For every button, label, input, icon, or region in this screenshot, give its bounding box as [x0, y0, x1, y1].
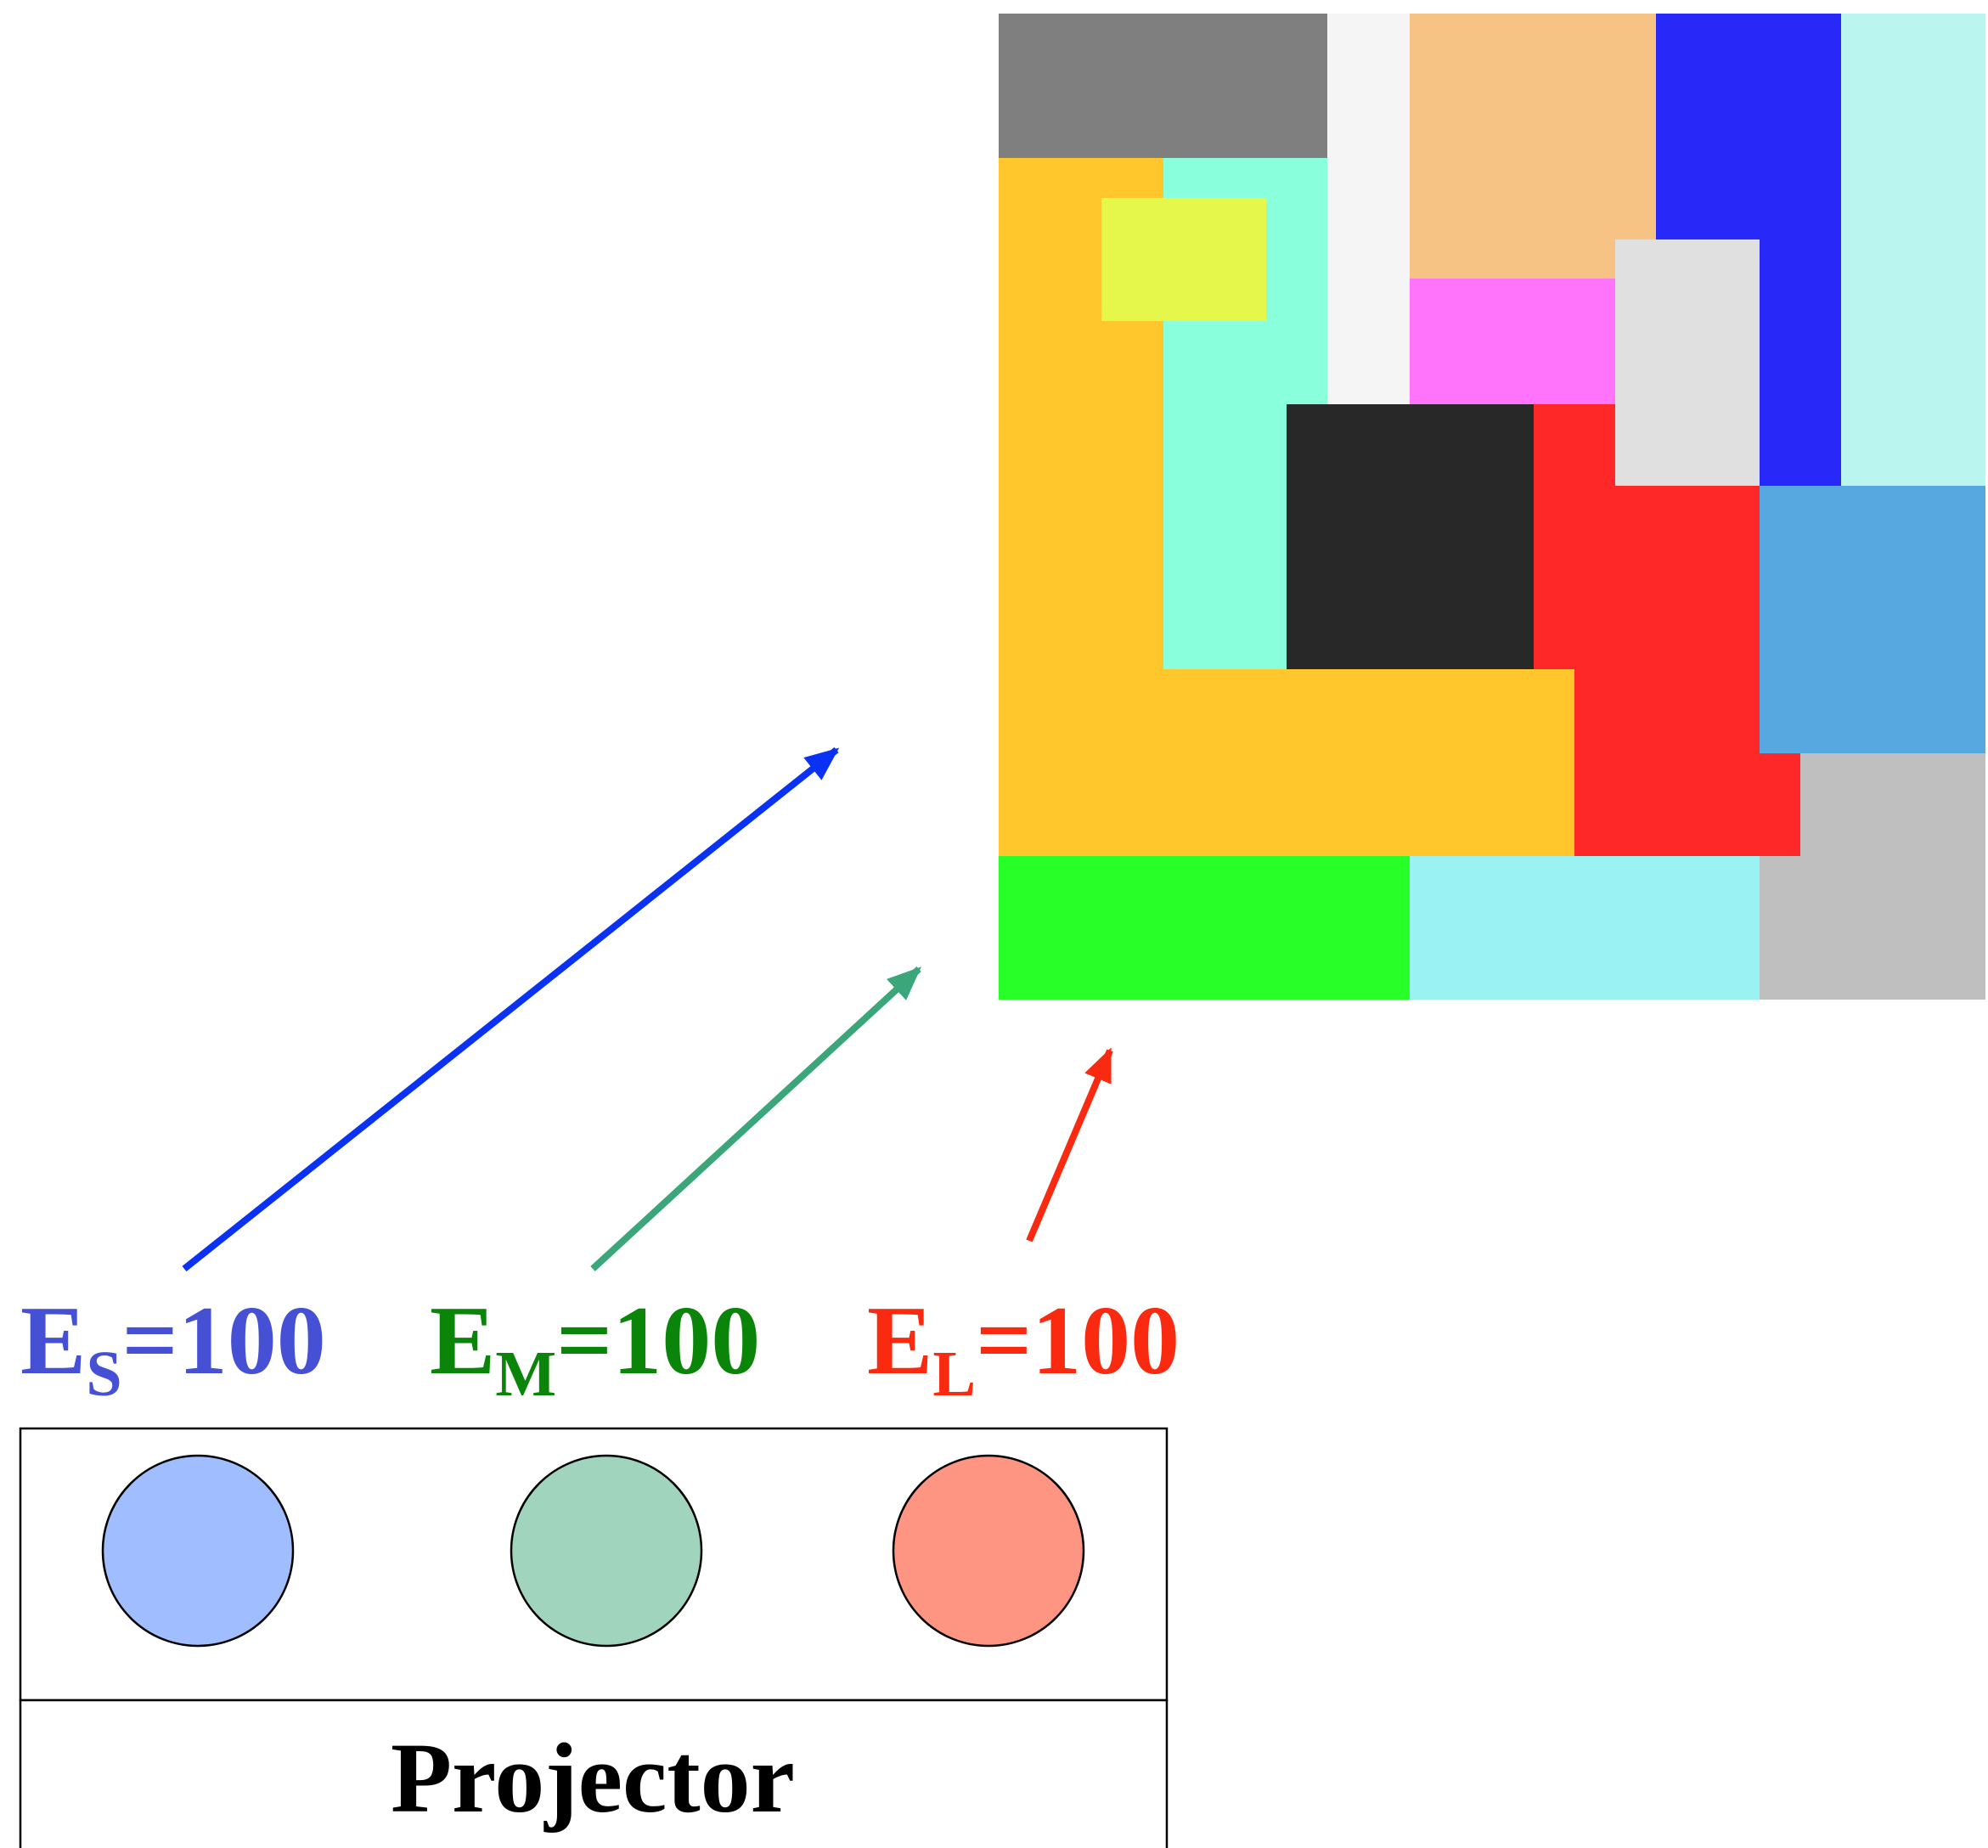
patch-gray-dark — [999, 14, 1327, 158]
patch-silver — [1800, 753, 1985, 1000]
long-wavelength-lamp — [892, 1454, 1085, 1648]
patch-magenta — [1410, 279, 1615, 404]
patch-red-upper — [1534, 404, 1615, 669]
patch-white — [1327, 14, 1410, 404]
medium-wavelength-lamp — [510, 1454, 703, 1648]
long-arrow — [1026, 1047, 1113, 1242]
patch-orange-bottom — [1163, 669, 1574, 856]
projector-body — [19, 1699, 1169, 1848]
medium-arrow — [590, 966, 921, 1271]
patch-pale-cyan — [1841, 14, 1985, 486]
patch-steel-blue — [1760, 486, 1985, 753]
projector: Projector — [19, 1427, 1169, 1848]
patch-red-mid — [1615, 486, 1760, 669]
patch-black — [1287, 404, 1534, 669]
patch-light-gray — [1615, 239, 1760, 486]
patch-silver-lower — [1760, 856, 1800, 1000]
label-medium: EM=100 — [430, 1287, 760, 1410]
label-long: EL=100 — [867, 1287, 1180, 1410]
projector-label: Projector — [391, 1722, 795, 1834]
mondrian — [999, 14, 1985, 1000]
patch-green — [999, 856, 1410, 1000]
patch-tan — [1410, 14, 1656, 279]
short-arrow — [182, 747, 840, 1272]
patch-yellow — [1101, 198, 1266, 321]
patch-light-cyan — [1410, 856, 1760, 1000]
short-wavelength-lamp — [101, 1454, 295, 1648]
label-short: ES=100 — [20, 1287, 326, 1410]
